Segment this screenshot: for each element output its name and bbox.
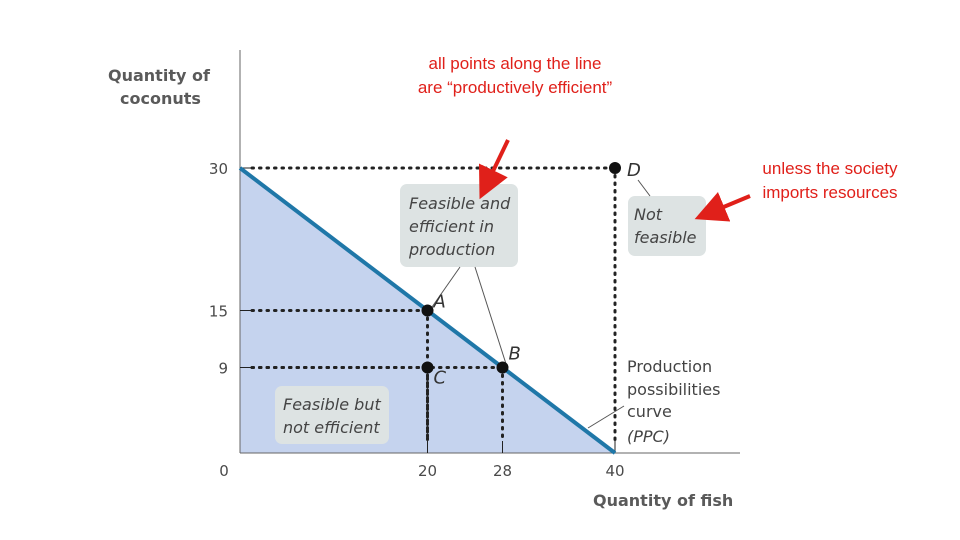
- y-axis-title-line1: Quantity of: [108, 66, 211, 85]
- ppc-label-2: possibilities: [627, 380, 720, 399]
- connector-box-to-b: [474, 266, 508, 368]
- feasible-not-efficient-box: [275, 386, 389, 444]
- feasible-efficient-text-1: Feasible and: [409, 194, 511, 213]
- x-axis-title: Quantity of fish: [593, 491, 733, 510]
- feasible-efficient-box: [400, 184, 518, 267]
- ppc-label-4: (PPC): [627, 427, 670, 446]
- point-label-b: B: [509, 344, 521, 365]
- connector-ppc-label: [587, 405, 625, 429]
- note-top: all points along the line are “productiv…: [417, 54, 613, 97]
- not-feasible-text-1: Not: [634, 205, 663, 224]
- y-tick-label-15: 15: [209, 303, 228, 321]
- connector-d-to-box: [637, 179, 651, 197]
- point-label-a: A: [433, 292, 446, 313]
- point-c: [421, 361, 434, 374]
- point-b: [496, 361, 509, 374]
- feasible-efficient-text-2: efficient in: [409, 217, 494, 236]
- tick-labels: 0 20 28 40 9 15 30: [209, 160, 625, 480]
- point-d: [609, 162, 621, 174]
- guide-lines: [250, 166, 617, 443]
- x-tick-label-0: 0: [219, 462, 229, 480]
- point-label-c: C: [434, 368, 447, 389]
- x-tick-label-28: 28: [493, 462, 512, 480]
- y-axis-title-line2: coconuts: [120, 89, 201, 108]
- y-tick-label-9: 9: [218, 360, 228, 378]
- note-right: unless the society imports resources: [762, 159, 898, 202]
- point-label-d: D: [627, 160, 641, 181]
- feasible-not-efficient-text-2: not efficient: [283, 418, 380, 437]
- x-tick-label-40: 40: [605, 462, 624, 480]
- ppc-label-3: curve: [627, 402, 672, 421]
- y-tick-label-30: 30: [209, 160, 228, 178]
- point-a: [421, 304, 434, 317]
- data-points: A B C D: [421, 160, 641, 389]
- x-tick-label-20: 20: [418, 462, 437, 480]
- red-arrow-right: [694, 192, 751, 222]
- not-feasible-box: [628, 196, 706, 256]
- red-arrow-top: [478, 139, 510, 200]
- ppc-label-1: Production: [627, 357, 712, 376]
- connector-box-to-a: [431, 266, 461, 308]
- feasible-not-efficient-text-1: Feasible but: [283, 395, 381, 414]
- feasible-efficient-text-3: production: [408, 240, 495, 259]
- not-feasible-text-2: feasible: [634, 228, 697, 247]
